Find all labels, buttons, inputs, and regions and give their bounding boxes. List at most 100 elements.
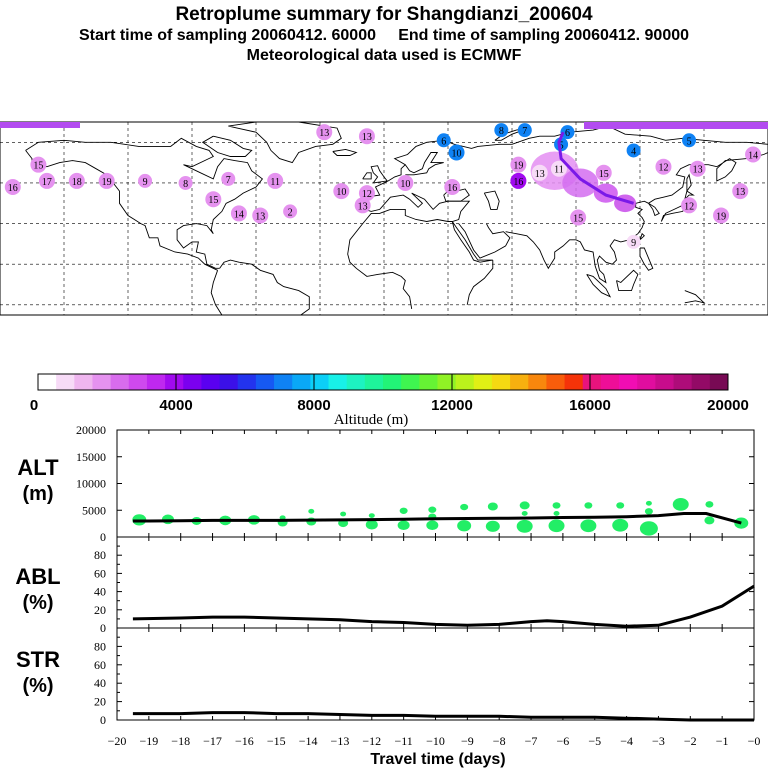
altitude-point — [365, 519, 378, 530]
alt-y-tick-label: 5000 — [82, 503, 106, 517]
alt-panel-unit: (m) — [22, 483, 53, 505]
colorbar-swatch — [92, 374, 112, 390]
map-plume-band-west — [0, 122, 80, 128]
plume-cluster: 12 — [655, 158, 672, 175]
altitude-point — [487, 502, 498, 511]
cluster-marker — [178, 175, 193, 190]
plume-cluster: 10 — [448, 144, 465, 161]
plume-cluster: 8 — [178, 175, 193, 190]
plume-cluster: 16 — [510, 172, 527, 189]
colorbar-swatch — [528, 374, 547, 390]
x-tick-label: −11 — [394, 734, 412, 748]
colorbar-swatch — [74, 374, 93, 390]
cluster-marker — [560, 125, 575, 140]
coastline-segment — [639, 247, 654, 271]
cluster-label: 12 — [658, 163, 668, 174]
coastline-segment — [228, 121, 342, 164]
cluster-marker — [595, 164, 612, 181]
colorbar-swatch — [255, 374, 275, 390]
cluster-label: 19 — [102, 177, 112, 188]
cluster-label: 13 — [319, 128, 329, 139]
plume-cluster: 6 — [436, 133, 451, 148]
cluster-label: 15 — [33, 161, 43, 172]
colorbar-swatch — [292, 374, 311, 390]
cluster-marker — [682, 133, 697, 148]
altitude-point — [705, 501, 714, 508]
plume-cluster: 5 — [682, 133, 697, 148]
altitude-colorbar: 0 4000 8000 12000 16000 20000 — [30, 373, 749, 414]
cluster-label: 9 — [143, 177, 148, 188]
plume-cluster: 19 — [510, 156, 527, 173]
coastline-segment — [505, 152, 768, 284]
x-tick-label: −0 — [748, 734, 761, 748]
cluster-label: 2 — [288, 207, 293, 218]
plume-cluster: 10 — [397, 174, 414, 191]
cluster-label: 16 — [447, 183, 457, 194]
cluster-marker — [554, 137, 569, 152]
x-tick-label: −16 — [235, 734, 254, 748]
plume-blob — [562, 168, 599, 198]
cluster-label: 12 — [684, 201, 694, 212]
cluster-marker — [436, 133, 451, 148]
altitude-point — [672, 497, 689, 511]
cluster-label: 8 — [499, 126, 504, 137]
colorbar-swatch — [165, 374, 184, 390]
coastline-segment — [347, 192, 471, 309]
abl-series-line — [132, 584, 755, 628]
colorbar-tick-label: 16000 — [569, 397, 611, 414]
colorbar-swatch — [201, 374, 221, 390]
cluster-marker — [745, 146, 762, 163]
str-panel-label: STR — [16, 647, 60, 672]
altitude-point — [553, 511, 560, 516]
str-y-tick-label: 40 — [94, 676, 106, 690]
x-tick-label: −7 — [525, 734, 538, 748]
cluster-label: 11 — [270, 177, 280, 188]
retroplume-track — [557, 131, 635, 205]
plume-cluster: 13 — [689, 160, 706, 177]
map-plume-band-east — [584, 122, 768, 129]
alt-y-tick-label: 20000 — [76, 423, 106, 437]
colorbar-swatch — [491, 374, 511, 390]
plume-cluster: 11 — [267, 172, 284, 189]
colorbar-swatch — [383, 374, 402, 390]
abl-y-tick-label: 0 — [100, 621, 106, 635]
altitude-point — [426, 520, 439, 531]
plume-cluster: 15 — [570, 209, 587, 226]
colorbar-swatch — [128, 374, 148, 390]
colorbar-tick-label: 20000 — [707, 397, 749, 414]
cluster-label: 13 — [362, 132, 372, 143]
abl-panel-label: ABL — [15, 564, 60, 589]
plot-title: Retroplume summary for Shangdianzi_20060… — [175, 4, 593, 25]
cluster-marker — [681, 197, 698, 214]
plume-cluster: 12 — [358, 185, 375, 202]
colorbar-label: Altitude (m) — [334, 412, 409, 428]
sampling-times: Start time of sampling 20060412. 60000 E… — [78, 27, 690, 44]
cluster-marker — [138, 173, 153, 188]
colorbar-swatch — [655, 374, 675, 390]
colorbar-swatch — [110, 374, 130, 390]
cluster-marker — [38, 172, 55, 189]
x-tick-label: −14 — [299, 734, 318, 748]
cluster-marker — [98, 172, 115, 189]
plume-cluster: 12 — [681, 197, 698, 214]
cluster-label: 13 — [535, 169, 545, 180]
cluster-marker — [230, 205, 247, 222]
plume-cluster: 15 — [30, 156, 47, 173]
map-graticule — [0, 122, 768, 315]
x-tick-label: −3 — [652, 734, 665, 748]
plume-cluster: 13 — [732, 183, 749, 200]
altitude-point — [457, 520, 472, 532]
colorbar-swatch — [401, 374, 420, 390]
plume-cluster: 16 — [444, 179, 461, 196]
colorbar-swatch — [219, 374, 239, 390]
coastline-segment — [639, 232, 645, 241]
altitude-point — [616, 502, 625, 509]
colorbar-swatch — [564, 374, 584, 390]
altitude-point — [521, 511, 528, 516]
time-series-panels: 20000150001000050000806040200806040200−2… — [76, 423, 760, 748]
str-series-line — [132, 711, 754, 722]
plume-cluster: 19 — [713, 207, 730, 224]
cluster-marker — [494, 123, 509, 138]
altitude-point — [368, 513, 375, 518]
plume-cluster: 7 — [517, 123, 532, 138]
